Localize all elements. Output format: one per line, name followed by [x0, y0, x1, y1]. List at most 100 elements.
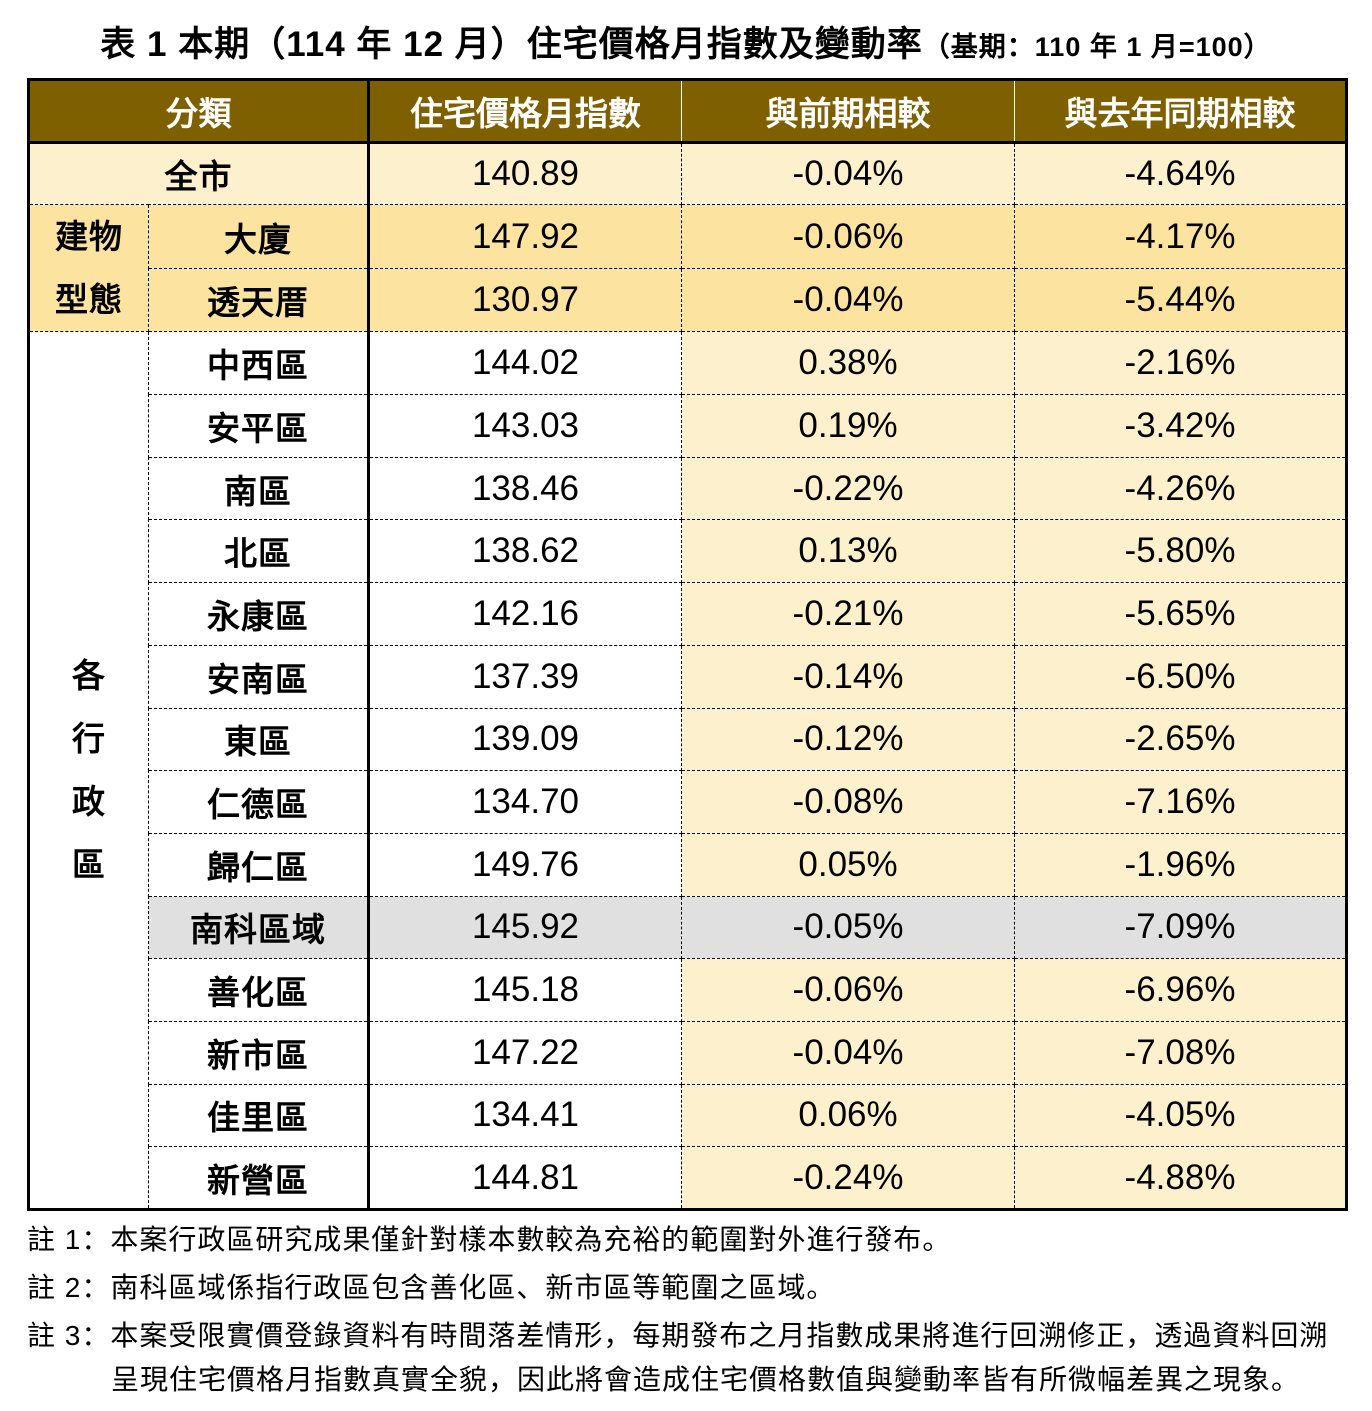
district-name-cell: 安南區	[148, 644, 369, 709]
table-row-district: 新營區 144.81 -0.24% -4.88%	[29, 1146, 1347, 1210]
table-row-district: 東區 139.09 -0.12% -2.65%	[29, 707, 1347, 772]
districts-label-char: 各	[72, 657, 106, 695]
mom-change-cell: 0.05%	[681, 832, 1015, 897]
districts-label-char: 政	[72, 783, 106, 821]
district-name-cell: 佳里區	[148, 1083, 369, 1148]
mom-change-cell: -0.04%	[681, 141, 1015, 206]
index-value-cell: 130.97	[367, 267, 682, 333]
district-name-cell: 歸仁區	[148, 832, 369, 897]
footnote-3-text: 本案受限實價登錄資料有時間落差情形，每期發布之月指數成果將進行回溯修正，透過資料…	[110, 1320, 1329, 1395]
index-value-cell: 134.41	[367, 1083, 682, 1148]
table-row-district: 仁德區 134.70 -0.08% -7.16%	[29, 770, 1347, 834]
index-value-cell: 149.76	[367, 832, 682, 897]
table-row-district: 永康區 142.16 -0.21% -5.65%	[29, 582, 1347, 646]
header-mom: 與前期相較	[681, 78, 1015, 144]
index-value-cell: 139.09	[367, 707, 682, 772]
mom-change-cell: 0.06%	[681, 1083, 1015, 1148]
table-row-district: 新市區 147.22 -0.04% -7.08%	[29, 1020, 1347, 1085]
index-value-cell: 137.39	[367, 644, 682, 709]
table-row-district-southern-science-park: 南科區域 145.92 -0.05% -7.09%	[29, 895, 1347, 960]
table-row-district: 歸仁區 149.76 0.05% -1.96%	[29, 832, 1347, 897]
yoy-change-cell: -3.42%	[1014, 394, 1347, 458]
district-name-cell: 新市區	[148, 1020, 369, 1085]
table-row-district: 善化區 145.18 -0.06% -6.96%	[29, 958, 1347, 1022]
index-value-cell: 140.89	[367, 141, 682, 206]
index-value-cell: 138.62	[367, 519, 682, 584]
header-row: 分類 住宅價格月指數 與前期相較 與去年同期相較	[28, 78, 1347, 144]
mom-change-cell: -0.06%	[681, 958, 1015, 1022]
district-name-cell: 北區	[148, 519, 369, 584]
yoy-change-cell: -4.64%	[1014, 141, 1347, 206]
footnote-2-text: 南科區域係指行政區包含善化區、新市區等範圍之區域。	[110, 1272, 836, 1303]
yoy-change-cell: -7.08%	[1014, 1020, 1347, 1085]
yoy-change-cell: -6.96%	[1014, 958, 1347, 1022]
title-base-period-text: （基期：110 年 1 月=100）	[922, 32, 1272, 62]
mom-change-cell: -0.04%	[681, 267, 1015, 333]
table-row-district: 北區 138.62 0.13% -5.80%	[29, 519, 1347, 584]
index-value-cell: 147.92	[367, 204, 682, 269]
footnotes: 註 1：本案行政區研究成果僅針對樣本數較為充裕的範圍對外進行發布。 註 2：南科…	[27, 1218, 1357, 1406]
index-value-cell: 145.92	[367, 895, 682, 960]
district-name-cell: 南科區域	[148, 895, 369, 960]
mom-change-cell: -0.24%	[681, 1146, 1015, 1210]
table-row-citywide: 全市 140.89 -0.04% -4.64%	[28, 141, 1347, 206]
yoy-change-cell: -4.26%	[1014, 456, 1347, 521]
yoy-change-cell: -4.05%	[1014, 1083, 1347, 1148]
citywide-label-cell: 全市	[28, 141, 369, 206]
footnote-1: 註 1：本案行政區研究成果僅針對樣本數較為充裕的範圍對外進行發布。	[27, 1218, 1357, 1262]
yoy-change-cell: -2.16%	[1014, 331, 1347, 396]
footnote-2: 註 2：南科區域係指行政區包含善化區、新市區等範圍之區域。	[27, 1266, 1357, 1310]
mom-change-cell: -0.12%	[681, 707, 1015, 772]
district-name-cell: 仁德區	[148, 770, 369, 834]
districts-group-cell: 各 行 政 區	[28, 331, 149, 1210]
yoy-change-cell: -6.50%	[1014, 644, 1347, 709]
yoy-change-cell: -2.65%	[1014, 707, 1347, 772]
index-value-cell: 143.03	[367, 394, 682, 458]
housing-price-index-table: 分類 住宅價格月指數 與前期相較 與去年同期相較 全市 140.89 -0.04…	[27, 78, 1348, 1211]
header-category: 分類	[28, 78, 369, 144]
mom-change-cell: -0.08%	[681, 770, 1015, 834]
index-value-cell: 144.81	[367, 1146, 682, 1210]
index-value-cell: 147.22	[367, 1020, 682, 1085]
table-row-district: 南區 138.46 -0.22% -4.26%	[29, 456, 1347, 521]
yoy-change-cell: -5.80%	[1014, 519, 1347, 584]
mom-change-cell: -0.06%	[681, 204, 1015, 269]
yoy-change-cell: -4.17%	[1014, 204, 1347, 269]
table-row-district: 安平區 143.03 0.19% -3.42%	[29, 394, 1347, 458]
footnote-1-prefix: 註 1：	[27, 1224, 111, 1255]
mom-change-cell: -0.14%	[681, 644, 1015, 709]
district-name-cell: 安平區	[148, 394, 369, 458]
index-value-cell: 142.16	[367, 582, 682, 646]
header-index: 住宅價格月指數	[367, 78, 682, 144]
yoy-change-cell: -7.16%	[1014, 770, 1347, 834]
district-name-cell: 善化區	[148, 958, 369, 1022]
index-value-cell: 134.70	[367, 770, 682, 834]
table-row-district: 各 行 政 區 中西區 144.02 0.38% -2.16%	[28, 331, 1347, 1210]
footnote-2-prefix: 註 2：	[27, 1272, 111, 1303]
yoy-change-cell: -1.96%	[1014, 832, 1347, 897]
district-name-cell: 南區	[148, 456, 369, 521]
page-title: 表 1 本期（114 年 12 月）住宅價格月指數及變動率（基期：110 年 1…	[0, 16, 1372, 67]
district-name-cell: 永康區	[148, 582, 369, 646]
mom-change-cell: -0.22%	[681, 456, 1015, 521]
building-type-label-line2: 型態	[55, 281, 123, 319]
building-type-label-line1: 建物	[55, 218, 123, 256]
mom-change-cell: -0.04%	[681, 1020, 1015, 1085]
yoy-change-cell: -4.88%	[1014, 1146, 1347, 1210]
mom-change-cell: 0.19%	[681, 394, 1015, 458]
district-name-cell: 東區	[148, 707, 369, 772]
building-type-name-cell: 大廈	[148, 204, 369, 269]
table-row-district: 佳里區 134.41 0.06% -4.05%	[29, 1083, 1347, 1148]
yoy-change-cell: -5.44%	[1014, 267, 1347, 333]
district-name-cell: 中西區	[148, 331, 369, 396]
index-value-cell: 144.02	[367, 331, 682, 396]
mom-change-cell: 0.13%	[681, 519, 1015, 584]
footnote-1-text: 本案行政區研究成果僅針對樣本數較為充裕的範圍對外進行發布。	[110, 1224, 952, 1255]
footnote-3-prefix: 註 3：	[27, 1320, 111, 1351]
district-name-cell: 新營區	[148, 1146, 369, 1210]
districts-label-char: 行	[72, 720, 106, 758]
yoy-change-cell: -7.09%	[1014, 895, 1347, 960]
footnote-3: 註 3：本案受限實價登錄資料有時間落差情形，每期發布之月指數成果將進行回溯修正，…	[27, 1314, 1357, 1402]
building-type-name-cell: 透天厝	[148, 267, 369, 333]
mom-change-cell: -0.05%	[681, 895, 1015, 960]
